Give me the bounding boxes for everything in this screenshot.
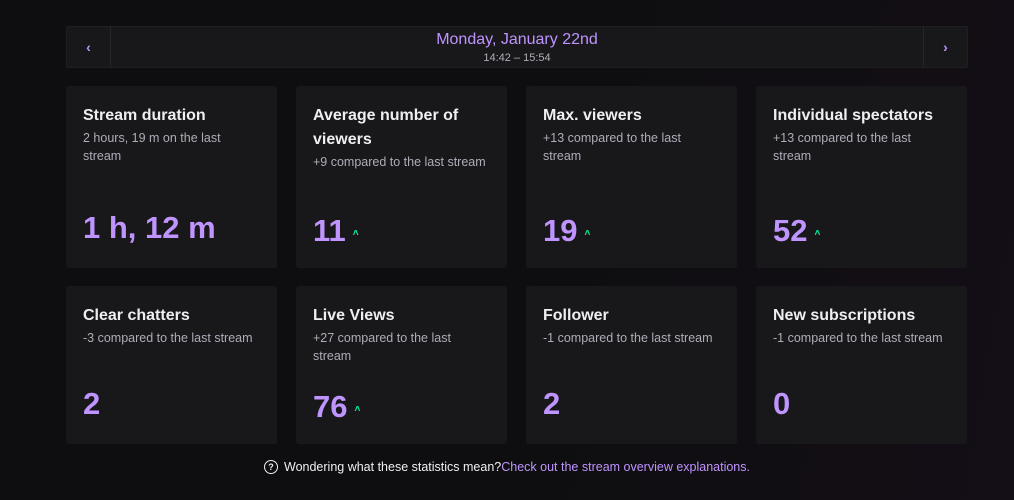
stat-comparison: -1 compared to the last stream [773, 331, 943, 345]
stat-card-stream-duration: Stream duration 2 hours, 19 m on the las… [66, 86, 277, 268]
date-navigator: ‹ Monday, January 22nd 14:42 – 15:54 › [66, 26, 968, 68]
stat-title: New subscriptions [773, 307, 916, 324]
stat-card-follower: Follower -1 compared to the last stream … [526, 286, 737, 444]
explanations-link[interactable]: Check out the stream overview explanatio… [501, 460, 750, 474]
stat-card-clear-chatters: Clear chatters -3 compared to the last s… [66, 286, 277, 444]
stat-comparison: +13 compared to the last stream [543, 131, 681, 163]
stat-card-live-views: Live Views +27 compared to the last stre… [296, 286, 507, 444]
stat-card-max-viewers: Max. viewers +13 compared to the last st… [526, 86, 737, 268]
stat-title: Live Views [313, 307, 395, 324]
stat-value: 11 ˄ [313, 210, 359, 252]
stream-date: Monday, January 22nd [436, 30, 598, 48]
stat-value: 76 ˄ [313, 386, 360, 428]
trend-up-icon: ˄ [814, 228, 821, 239]
stat-title: Max. viewers [543, 107, 642, 124]
stat-value: 1 h, 12 m [83, 210, 216, 245]
stat-comparison: -1 compared to the last stream [543, 331, 713, 345]
trend-up-icon: ˄ [584, 228, 591, 239]
stat-value: 19 ˄ [543, 210, 590, 252]
stat-value: 2 [83, 386, 101, 421]
stream-time-range: 14:42 – 15:54 [483, 51, 551, 64]
stat-card-average-viewers: Average number of viewers +9 compared to… [296, 86, 507, 268]
chevron-right-icon: › [943, 39, 948, 55]
stat-comparison: +27 compared to the last stream [313, 331, 451, 363]
stat-comparison: +13 compared to the last stream [773, 131, 911, 163]
previous-stream-button[interactable]: ‹ [67, 27, 111, 67]
help-footer: ? Wondering what these statistics mean? … [0, 460, 1014, 474]
next-stream-button[interactable]: › [923, 27, 967, 67]
stat-value: 2 [543, 386, 561, 421]
chevron-left-icon: ‹ [86, 39, 91, 55]
stat-title: Individual spectators [773, 107, 934, 124]
stat-card-new-subscriptions: New subscriptions -1 compared to the las… [756, 286, 967, 444]
stat-title: Clear chatters [83, 307, 190, 324]
help-text: Wondering what these statistics mean? [284, 460, 502, 474]
stat-comparison: 2 hours, 19 m on the last stream [83, 131, 221, 163]
trend-up-icon: ˄ [352, 228, 359, 239]
date-display: Monday, January 22nd 14:42 – 15:54 [111, 27, 923, 67]
stat-title: Follower [543, 307, 609, 324]
stat-value: 0 [773, 386, 791, 421]
stat-card-individual-spectators: Individual spectators +13 compared to th… [756, 86, 967, 268]
stat-value: 52 ˄ [773, 210, 820, 252]
stat-title: Average number of viewers [313, 107, 459, 148]
stat-comparison: +9 compared to the last stream [313, 155, 486, 169]
help-icon: ? [264, 460, 278, 474]
stat-comparison: -3 compared to the last stream [83, 331, 253, 345]
trend-up-icon: ˄ [354, 404, 361, 415]
stat-title: Stream duration [83, 107, 206, 124]
